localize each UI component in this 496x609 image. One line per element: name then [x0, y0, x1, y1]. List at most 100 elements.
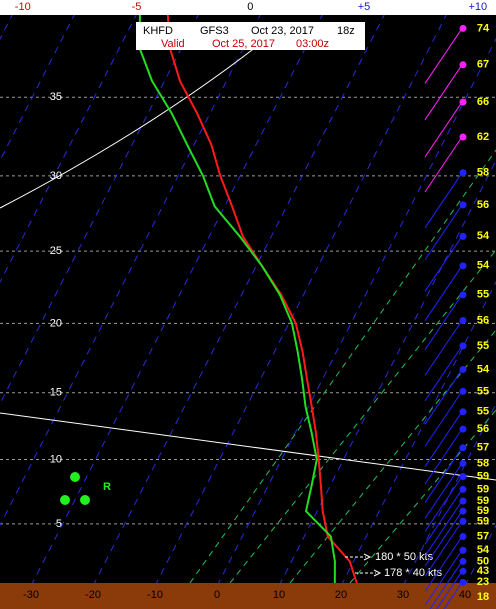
wind-speed: 56 [477, 199, 489, 211]
wind-speed: 57 [477, 442, 489, 454]
wind-speed: 66 [477, 96, 489, 108]
wind-dot [459, 387, 467, 395]
wind-speed: 56 [477, 423, 489, 435]
profile-line [138, 14, 336, 587]
x-tick-label: -30 [23, 589, 39, 601]
wind-dot [459, 459, 467, 467]
wind-dot [459, 532, 467, 540]
wind-barb [424, 294, 463, 351]
y-tick-label: 10 [50, 453, 62, 465]
wind-barb [424, 447, 463, 503]
y-tick-label: 25 [50, 245, 62, 257]
wind-barb [424, 411, 463, 467]
wind-speed: 23 [477, 576, 489, 588]
x2-tick-label: -5 [132, 1, 142, 13]
x-tick-label: 20 [335, 589, 347, 601]
x-tick-label: 10 [273, 589, 285, 601]
surface-wind: 178 * 40 kts [384, 567, 443, 579]
wind-speed: 57 [477, 530, 489, 542]
wind-dot [459, 262, 467, 270]
wind-dot [459, 169, 467, 177]
wind-dot [459, 24, 467, 32]
wind-dot [459, 61, 467, 69]
moist-adiabat [229, 249, 496, 584]
wind-dot [459, 444, 467, 452]
wind-dot [459, 497, 467, 505]
top-axis-band [0, 0, 496, 15]
x2-tick-label: -10 [15, 1, 31, 13]
wind-barb [424, 476, 463, 532]
isotherm [340, 280, 496, 587]
valid-time: 03:00z [296, 38, 329, 50]
wind-speed: 74 [477, 22, 490, 34]
isotherm [0, 14, 199, 405]
valid-date: Oct 25, 2017 [212, 38, 275, 50]
wind-speed: 67 [477, 59, 489, 71]
wind-barb [424, 136, 463, 193]
moist-adiabat [189, 149, 496, 584]
station: KHFD [143, 25, 173, 37]
x-tick-label: -20 [85, 589, 101, 601]
moist-adiabat [349, 409, 496, 584]
y-tick-label: 15 [50, 387, 62, 399]
wind-barb [424, 320, 463, 376]
wind-speed: 59 [477, 483, 489, 495]
wind-barb [424, 391, 463, 447]
wind-dot [459, 317, 467, 325]
wind-speed: 54 [477, 260, 490, 272]
isotherm [0, 14, 75, 162]
isotherm [0, 14, 137, 284]
wind-dot [459, 485, 467, 493]
wind-dot [459, 472, 467, 480]
wind-barb [424, 536, 463, 592]
isotherm [92, 14, 385, 587]
grid-layer [0, 14, 496, 587]
wind-speed: 55 [477, 406, 489, 418]
wind-speed: 58 [477, 167, 489, 179]
wind-speed: 59 [477, 495, 489, 507]
wind-dot [459, 291, 467, 299]
wind-dot [459, 342, 467, 350]
white-curve [0, 39, 266, 209]
wind-barb [424, 64, 463, 121]
x-tick-label: -10 [147, 589, 163, 601]
wind-dot [459, 567, 467, 575]
profile-line [166, 14, 359, 587]
wind-barb [424, 510, 463, 567]
wind-speed: 55 [477, 289, 489, 301]
wind-speed: 54 [477, 363, 490, 375]
isotherm [278, 159, 496, 587]
y-tick-label: 30 [50, 170, 62, 182]
marker-dot [80, 495, 90, 505]
wind-barb [424, 101, 463, 158]
model: GFS3 [200, 25, 229, 37]
x-tick-label: 0 [214, 589, 220, 601]
marker-dot [70, 472, 80, 482]
wind-barb [424, 265, 463, 322]
x2-tick-label: 0 [247, 1, 253, 13]
wind-barb [424, 345, 463, 402]
y-tick-label: 35 [50, 91, 62, 103]
wind-speed: 50 [477, 555, 489, 567]
wind-barb [424, 369, 463, 425]
wind-speed: 59 [477, 470, 489, 482]
isotherm [402, 402, 496, 587]
init-date: Oct 23, 2017 [251, 25, 314, 37]
wind-dot [459, 201, 467, 209]
wind-speed: 59 [477, 505, 489, 517]
wind-speed: 43 [477, 565, 489, 577]
wind-barb [424, 236, 463, 292]
wind-dot [459, 517, 467, 525]
wind-speed: 54 [477, 544, 490, 556]
x2-tick-label: +5 [358, 1, 371, 13]
wind-dot [459, 133, 467, 141]
wind-dot [459, 365, 467, 373]
moisture-marker: R [103, 481, 111, 493]
wind-barb [424, 428, 463, 485]
arrow-head [373, 569, 382, 577]
arrow-head [363, 553, 372, 561]
white-line [0, 412, 496, 481]
wind-barb [424, 463, 463, 519]
